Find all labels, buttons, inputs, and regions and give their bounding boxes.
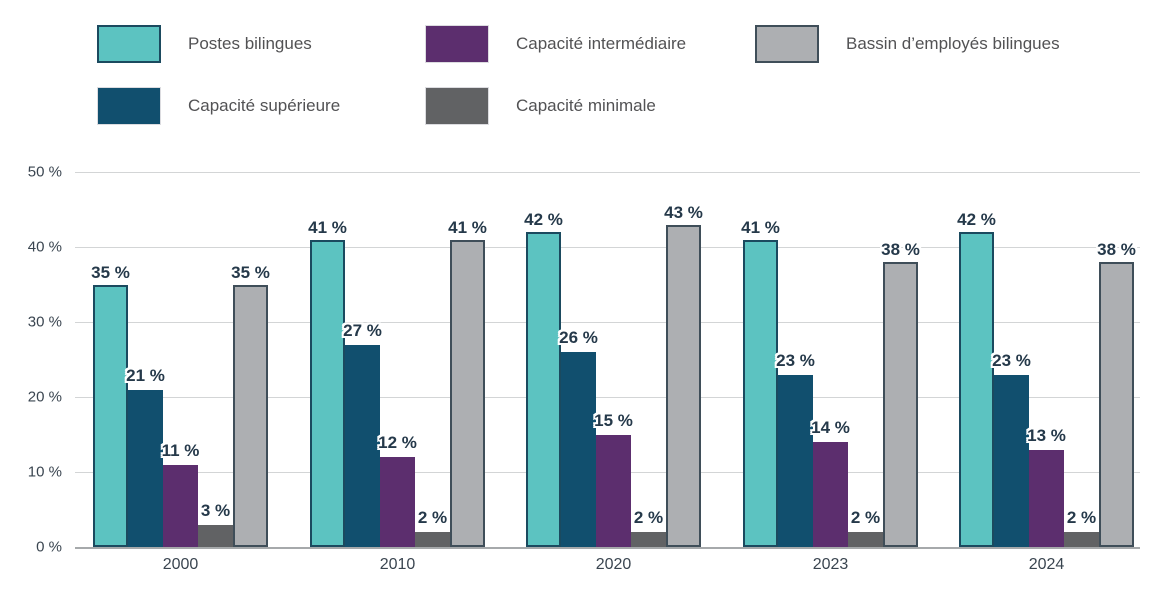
gridline <box>75 172 1140 173</box>
bar: 2 % <box>848 508 883 547</box>
bar: 11 % <box>162 441 199 547</box>
bar-value-label: 41 % <box>308 217 347 237</box>
bar-group-2010: 41 % 27 % 12 % 2 % 41 % <box>308 172 487 547</box>
bar: 43 % <box>664 203 703 547</box>
bar: 41 % <box>308 218 347 547</box>
plot-area: 35 % 21 % 11 % 3 % 35 % 41 % 27 % 12 % 2 % 41 % 42… <box>75 172 1140 549</box>
bar: 2 % <box>631 508 666 547</box>
bar: 26 % <box>559 328 598 547</box>
legend-item: Capacité minimale <box>425 86 755 126</box>
bar-value-label: 42 % <box>957 210 996 229</box>
gridline <box>75 322 1140 323</box>
legend-swatch <box>425 87 489 125</box>
bar-value-label: 2 % <box>417 508 448 527</box>
legend-item: Capacité supérieure <box>97 86 425 126</box>
x-tick-label: 2020 <box>595 556 632 573</box>
y-tick-label: 0 % <box>36 538 62 556</box>
bar-value-label: 2 % <box>1066 508 1097 527</box>
bar-value-label: 35 % <box>231 262 270 282</box>
bar: 15 % <box>594 411 633 547</box>
bar-value-label: 38 % <box>881 240 920 259</box>
bar: 27 % <box>343 321 382 547</box>
bar: 42 % <box>957 210 996 547</box>
bar-value-label: 13 % <box>1027 425 1066 445</box>
bar-value-label: 3 % <box>200 500 231 520</box>
legend-swatch <box>755 25 819 63</box>
legend-item: Bassin d’employés bilingues <box>755 24 1060 64</box>
bar-group-2023: 41 % 23 % 14 % 2 % 38 % <box>741 172 920 547</box>
legend-item-label: Capacité minimale <box>516 96 656 115</box>
bar-group-2000: 35 % 21 % 11 % 3 % 35 % <box>91 172 270 547</box>
bar-value-label: 27 % <box>343 320 382 340</box>
bar: 38 % <box>881 240 920 547</box>
gridline <box>75 397 1140 398</box>
bar-value-label: 2 % <box>633 508 664 527</box>
legend-item: Postes bilingues <box>97 24 425 64</box>
bar: 38 % <box>1097 240 1136 547</box>
bar-value-label: 12 % <box>378 433 417 452</box>
bar: 12 % <box>378 433 417 547</box>
x-axis: 2000 2010 2020 2023 2024 <box>75 556 1140 586</box>
legend-item: Capacité intermédiaire <box>425 24 755 64</box>
x-tick-label: 2024 <box>1028 556 1065 573</box>
y-tick-label: 40 % <box>27 238 62 256</box>
x-tick-label: 2000 <box>162 556 199 573</box>
y-tick-label: 30 % <box>27 313 62 331</box>
bar-value-label: 38 % <box>1097 240 1136 259</box>
bar-value-label: 23 % <box>776 350 815 370</box>
bar: 2 % <box>415 508 450 547</box>
bar: 23 % <box>776 351 815 547</box>
bar-value-label: 41 % <box>741 217 780 237</box>
bar: 35 % <box>91 263 130 547</box>
bar-value-label: 2 % <box>850 508 881 527</box>
bar: 42 % <box>524 210 563 547</box>
bar-value-label: 23 % <box>992 350 1031 370</box>
bar-group-2024: 42 % 23 % 13 % 2 % 38 % <box>957 172 1136 547</box>
legend: Postes bilingues Capacité intermédiaire Ba… <box>97 24 1060 126</box>
x-tick-label: 2010 <box>379 556 416 573</box>
gridline <box>75 247 1140 248</box>
bar: 3 % <box>198 501 233 547</box>
legend-swatch <box>97 87 161 125</box>
legend-swatch <box>425 25 489 63</box>
bar: 2 % <box>1064 508 1099 547</box>
legend-item-label: Capacité intermédiaire <box>516 34 687 53</box>
bar-value-label: 42 % <box>524 210 563 229</box>
y-tick-label: 50 % <box>27 163 62 181</box>
bar-value-label: 15 % <box>594 410 633 430</box>
bar-group-2020: 42 % 26 % 15 % 2 % 43 % <box>524 172 703 547</box>
bar-value-label: 21 % <box>126 365 165 385</box>
bar-value-label: 11 % <box>161 440 200 460</box>
bar-value-label: 35 % <box>91 262 130 282</box>
legend-item-label: Postes bilingues <box>188 34 312 53</box>
bar-value-label: 41 % <box>448 217 487 237</box>
y-tick-label: 20 % <box>27 388 62 406</box>
legend-item-label: Bassin d’employés bilingues <box>846 34 1060 53</box>
bar: 41 % <box>741 218 780 547</box>
bar-value-label: 26 % <box>559 328 598 347</box>
bar: 14 % <box>811 418 850 547</box>
legend-item-label: Capacité supérieure <box>188 96 341 115</box>
legend-swatch <box>97 25 161 63</box>
y-tick-label: 10 % <box>27 463 62 481</box>
bar: 21 % <box>126 366 165 547</box>
bar: 41 % <box>448 218 487 547</box>
bar: 35 % <box>231 263 270 547</box>
x-tick-label: 2023 <box>812 556 849 573</box>
bar: 13 % <box>1027 426 1066 547</box>
bar: 23 % <box>992 351 1031 547</box>
bar-value-label: 43 % <box>664 202 703 222</box>
bar-value-label: 14 % <box>811 418 850 437</box>
y-axis: 0 % 10 % 20 % 30 % 40 % 50 % <box>0 164 62 556</box>
